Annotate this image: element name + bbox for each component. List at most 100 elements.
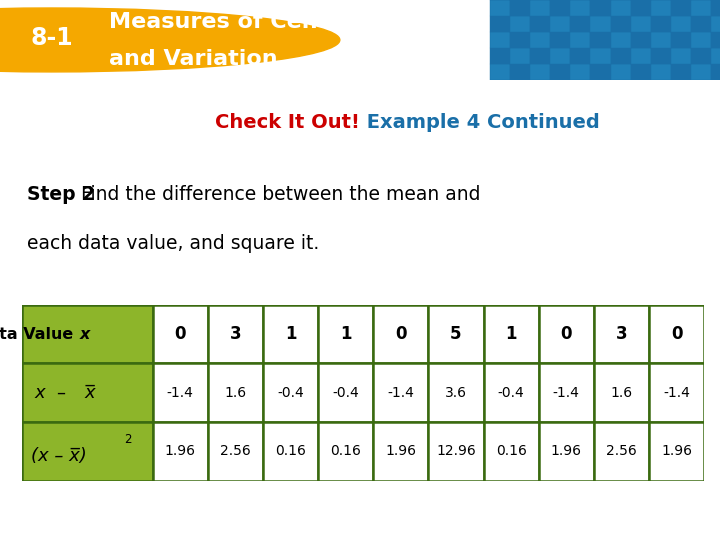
Bar (570, 32, 590, 48)
Text: 1: 1 (505, 325, 517, 343)
Bar (530, 64, 550, 80)
Text: 8-1: 8-1 (30, 26, 73, 50)
Text: x: x (79, 327, 89, 341)
Bar (484, 305, 539, 363)
Bar (263, 422, 318, 481)
Bar (691, 48, 711, 64)
Text: Data Value: Data Value (0, 327, 79, 341)
Bar (484, 422, 539, 481)
Bar (631, 16, 651, 32)
Text: -1.4: -1.4 (387, 386, 414, 400)
Bar (649, 305, 704, 363)
Bar (550, 64, 570, 80)
Text: 1: 1 (340, 325, 351, 343)
Text: 2: 2 (124, 433, 131, 446)
Bar (594, 305, 649, 363)
Bar (550, 48, 570, 64)
Text: Check It Out!: Check It Out! (215, 113, 360, 132)
Bar (550, 32, 570, 48)
Text: 5: 5 (450, 325, 462, 343)
Bar (510, 32, 530, 48)
Bar (594, 422, 649, 481)
Text: -1.4: -1.4 (663, 386, 690, 400)
Bar (651, 16, 671, 32)
Bar (530, 0, 550, 16)
Text: and Variation: and Variation (109, 49, 278, 69)
Text: 1.96: 1.96 (165, 444, 196, 458)
Bar (490, 64, 510, 80)
Bar (711, 64, 720, 80)
Bar (611, 48, 631, 64)
Bar (539, 363, 594, 422)
Bar (22, 422, 153, 481)
Bar (208, 422, 263, 481)
Bar (611, 16, 631, 32)
Text: -0.4: -0.4 (498, 386, 524, 400)
Bar (318, 363, 373, 422)
Bar (490, 48, 510, 64)
Text: each data value, and square it.: each data value, and square it. (27, 234, 320, 253)
Text: 1.96: 1.96 (661, 444, 692, 458)
Text: Find the difference between the mean and: Find the difference between the mean and (75, 185, 480, 204)
Bar (263, 363, 318, 422)
Bar (711, 0, 720, 16)
Bar (691, 0, 711, 16)
Bar (649, 363, 704, 422)
Text: 0.16: 0.16 (330, 444, 361, 458)
Text: 12.96: 12.96 (436, 444, 476, 458)
Bar (539, 305, 594, 363)
Bar (631, 48, 651, 64)
Text: Measures of Central Tendency: Measures of Central Tendency (109, 12, 488, 32)
Bar (611, 64, 631, 80)
Bar (651, 32, 671, 48)
Bar (649, 422, 704, 481)
Bar (263, 305, 318, 363)
Text: 1.6: 1.6 (611, 386, 632, 400)
Bar (631, 0, 651, 16)
Bar (530, 16, 550, 32)
Bar (510, 0, 530, 16)
Circle shape (0, 8, 340, 72)
Bar (318, 305, 373, 363)
Bar (510, 48, 530, 64)
Bar (484, 363, 539, 422)
Bar (651, 64, 671, 80)
Text: -0.4: -0.4 (333, 386, 359, 400)
Bar (671, 64, 691, 80)
Text: Step 2: Step 2 (27, 185, 96, 204)
Text: 0.16: 0.16 (275, 444, 306, 458)
Bar (711, 16, 720, 32)
Bar (590, 32, 611, 48)
Text: 0: 0 (395, 325, 407, 343)
Bar (510, 64, 530, 80)
Bar (671, 16, 691, 32)
Bar (570, 64, 590, 80)
Bar (594, 363, 649, 422)
Text: –: – (55, 383, 65, 402)
Bar (153, 363, 208, 422)
Text: 2.56: 2.56 (606, 444, 636, 458)
Bar (550, 0, 570, 16)
Bar (373, 363, 428, 422)
Text: 0: 0 (561, 325, 572, 343)
Text: 1: 1 (285, 325, 296, 343)
Text: Example 4 Continued: Example 4 Continued (360, 113, 600, 132)
Bar (570, 16, 590, 32)
Bar (691, 64, 711, 80)
Text: 3.6: 3.6 (445, 386, 467, 400)
Bar (208, 305, 263, 363)
Bar (570, 0, 590, 16)
Bar (651, 0, 671, 16)
Text: -1.4: -1.4 (553, 386, 580, 400)
Text: Copyright © by Holt Mc Dougal. All Rights Reserved.: Copyright © by Holt Mc Dougal. All Right… (431, 509, 706, 519)
Bar (711, 48, 720, 64)
Bar (490, 16, 510, 32)
Bar (208, 363, 263, 422)
Bar (590, 0, 611, 16)
Bar (550, 16, 570, 32)
Text: 0: 0 (174, 325, 186, 343)
Bar (373, 422, 428, 481)
Bar (671, 32, 691, 48)
Bar (611, 32, 631, 48)
Bar (631, 32, 651, 48)
